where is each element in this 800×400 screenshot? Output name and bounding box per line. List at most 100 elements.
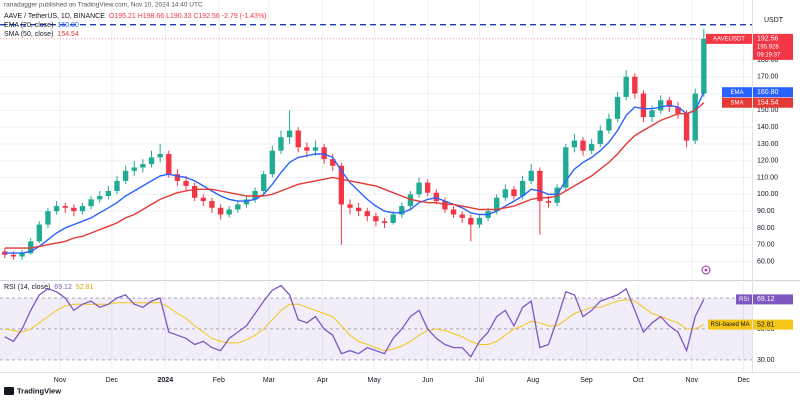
candle-body	[97, 196, 103, 200]
rsi-value-tag	[753, 319, 793, 330]
rsi-line	[4, 284, 705, 358]
candle-body	[53, 206, 60, 212]
price-tag-countdown: 09:19:37	[757, 52, 781, 58]
rsi-value: 52.81	[757, 321, 775, 328]
ohlc: O195.21 H198.66 L190.33 C192.56 -2.79 (-…	[109, 13, 267, 20]
candle-body	[304, 147, 310, 151]
indicator-tag	[722, 87, 752, 98]
indicator-value: 154.54	[757, 100, 779, 107]
indicator-line	[4, 102, 705, 249]
candle-body	[528, 170, 534, 181]
candle-body	[666, 100, 672, 107]
y-tick-label: 30.00	[757, 357, 775, 364]
candle-body	[226, 209, 232, 215]
indicator-line	[4, 91, 705, 254]
y-tick-label: 110.00	[757, 174, 778, 181]
candle-body	[183, 180, 189, 186]
x-tick-label: Nov	[686, 377, 699, 384]
candle-body	[580, 140, 586, 151]
price-tag-extra: 195.928	[757, 44, 779, 50]
candle-body	[36, 224, 42, 242]
candle-body	[166, 154, 172, 175]
x-tick-label: Aug	[527, 377, 540, 384]
indicator-tag-name: EMA	[730, 90, 743, 96]
x-tick-label: Nov	[54, 377, 67, 384]
candle-body	[468, 217, 474, 225]
y-tick-label: 100.00	[757, 191, 779, 198]
rsi-tag-name: RSI	[739, 297, 749, 303]
y-tick-label: 80.00	[757, 225, 775, 232]
candle-body	[45, 211, 51, 225]
candle-body	[28, 241, 34, 254]
candle-body	[390, 214, 396, 223]
price-tag-value: 192.56	[757, 36, 779, 43]
candle-body	[19, 253, 25, 257]
candle-body	[571, 140, 578, 148]
candle-body	[114, 180, 120, 191]
ema-name: EMA (20, close)	[4, 22, 53, 29]
candle-body	[200, 197, 206, 202]
indicator-value-tag	[753, 97, 793, 108]
candle-body	[632, 76, 638, 94]
rsi-value: 69.12	[54, 284, 72, 291]
marks	[0, 24, 752, 358]
legend-symbol: AAVE / TetherUS, 1D, BINANCE O195.21 H198…	[4, 13, 267, 20]
rsi-line	[4, 299, 705, 352]
indicator-tag	[722, 97, 752, 108]
ticker-tag	[706, 33, 752, 44]
candle-body	[278, 137, 284, 151]
candle-body	[347, 204, 353, 208]
x-tick-label: Sep	[580, 377, 593, 384]
price-tag	[753, 33, 793, 60]
event-icon-dot	[704, 268, 708, 272]
candle-body	[71, 207, 77, 212]
ticker-tag-label: AAVEUSDT	[713, 36, 745, 42]
candle-body	[88, 199, 94, 207]
indicator-value: 160.80	[757, 89, 779, 96]
candle-body	[10, 254, 17, 257]
candle-body	[563, 147, 569, 188]
x-tick-label: Mar	[263, 377, 276, 384]
x-tick-label: 2024	[158, 377, 174, 384]
candle-body	[261, 174, 267, 191]
candle-body	[425, 182, 431, 193]
candle-body	[122, 170, 129, 181]
candle-body	[502, 189, 509, 198]
rsi-tag-name: RSI-based MA	[710, 322, 749, 328]
candle-body	[537, 170, 543, 202]
x-tick-label: Jul	[475, 377, 484, 384]
candle-body	[399, 206, 405, 215]
rsi-value-tag	[753, 294, 793, 305]
candle-body	[330, 159, 336, 166]
rsi-value: 69.12	[757, 296, 775, 303]
candle-body	[269, 150, 276, 175]
candle-body	[459, 214, 465, 218]
candle-body	[373, 216, 379, 222]
sma-name: SMA (50, close)	[4, 31, 53, 38]
candle-body	[148, 157, 155, 165]
candle-body	[588, 143, 595, 151]
legend-ema: EMA (20, close) 160.80	[4, 22, 79, 29]
rsi-ma-value: 52.81	[76, 284, 94, 291]
x-tick-label: Jun	[422, 377, 433, 384]
candle-body	[675, 106, 681, 114]
candle-body	[191, 185, 198, 198]
candle-body	[381, 221, 388, 223]
indicator-value-tag	[753, 87, 793, 98]
y-tick-label: 90.00	[757, 208, 775, 215]
candle-body	[338, 165, 345, 205]
candle-body	[450, 209, 457, 215]
candle-body	[157, 154, 163, 158]
legend-sma: SMA (50, close) 154.54	[4, 31, 79, 38]
y-tick-label: 120.00	[757, 158, 779, 165]
candle-body	[62, 206, 68, 208]
rsi-tag	[736, 294, 752, 305]
x-tick-label: Feb	[213, 377, 225, 384]
candle-body	[321, 147, 327, 160]
y-tick-label: 140.00	[757, 124, 779, 131]
candle-body	[640, 93, 647, 118]
candle-body	[209, 201, 215, 208]
sma-value: 154.54	[57, 31, 79, 38]
